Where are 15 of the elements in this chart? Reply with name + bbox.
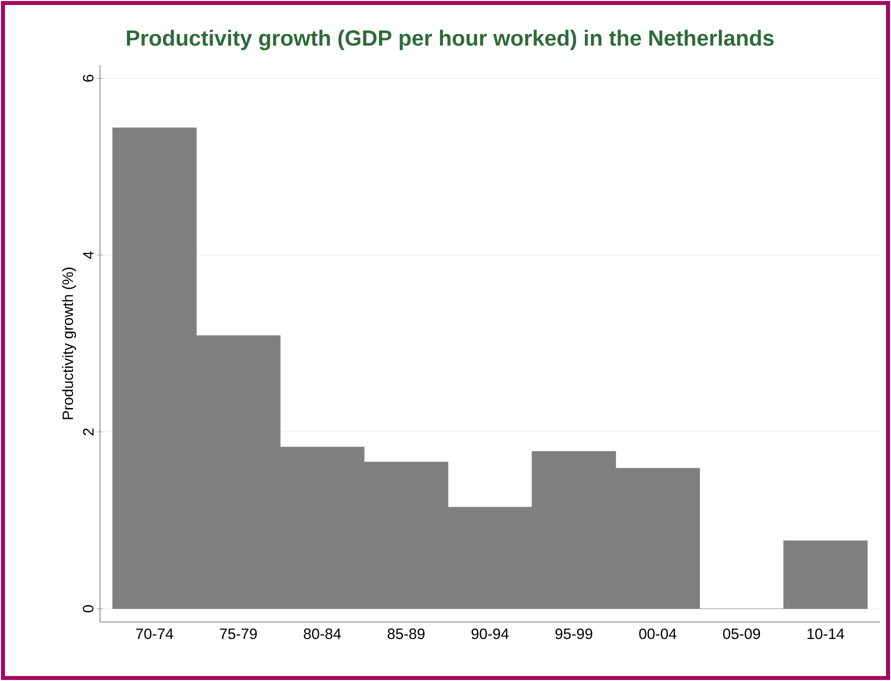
x-tick-label: 85-89 xyxy=(388,628,425,640)
y-tick-label: 4 xyxy=(83,251,94,259)
x-tick-label: 10-14 xyxy=(808,628,844,640)
y-tick-label: 2 xyxy=(83,428,94,436)
y-axis-title: Productivity growth (%) xyxy=(62,268,76,420)
x-tick-label: 95-99 xyxy=(555,628,592,640)
y-tick-label: 6 xyxy=(82,74,94,82)
y-tick-label: 0 xyxy=(82,605,94,612)
chart-title: Productivity growth (GDP per hour worked) in the Netherlands xyxy=(126,30,774,50)
x-tick-label: 05-09 xyxy=(723,628,760,640)
x-tick-label: 75-79 xyxy=(220,628,257,640)
x-tick-label: 90-94 xyxy=(472,628,509,640)
x-tick-label: 70-74 xyxy=(136,628,174,640)
x-tick-label: 00-04 xyxy=(639,628,676,640)
x-tick-label: 80-84 xyxy=(304,628,341,640)
